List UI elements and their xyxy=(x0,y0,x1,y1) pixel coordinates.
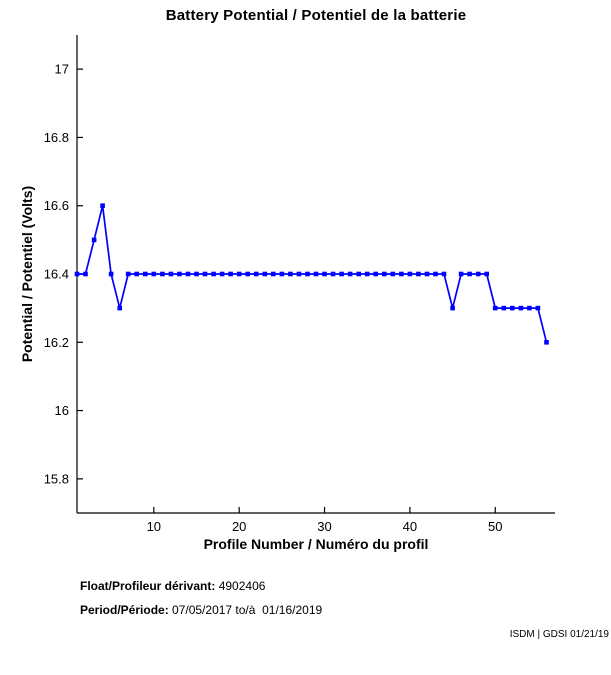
data-point xyxy=(441,271,447,277)
data-point xyxy=(492,305,498,311)
data-point xyxy=(125,271,131,277)
data-point xyxy=(271,271,276,277)
data-point xyxy=(501,305,507,311)
data-point xyxy=(339,271,344,277)
data-point xyxy=(177,271,182,277)
data-point xyxy=(390,271,396,277)
data-point xyxy=(458,271,464,277)
data-point xyxy=(108,271,114,277)
data-point xyxy=(356,271,361,277)
data-point xyxy=(467,271,472,277)
data-point xyxy=(305,271,310,277)
y-tick-label: 16.6 xyxy=(44,198,69,213)
period-label: Period/Période: xyxy=(80,603,169,617)
data-point xyxy=(253,271,259,277)
y-tick-label: 17 xyxy=(55,62,69,77)
x-axis-label: Profile Number / Numéro du profil xyxy=(203,536,429,552)
data-point xyxy=(416,271,421,277)
float-value: 4902406 xyxy=(218,579,266,593)
y-tick-label: 16.8 xyxy=(44,130,69,145)
data-point xyxy=(399,271,404,277)
data-point xyxy=(219,271,225,277)
y-tick-label: 16.4 xyxy=(44,267,69,282)
data-point xyxy=(296,271,302,277)
data-point xyxy=(510,305,515,311)
x-tick-label: 10 xyxy=(147,519,161,534)
data-point xyxy=(262,271,268,277)
data-point xyxy=(313,271,319,277)
data-point xyxy=(245,271,250,277)
x-tick-label: 20 xyxy=(232,519,246,534)
data-point xyxy=(475,271,481,277)
data-point xyxy=(484,271,489,277)
data-point xyxy=(211,271,216,277)
data-point xyxy=(194,271,199,277)
data-point xyxy=(322,271,327,277)
data-point xyxy=(83,271,88,277)
data-point xyxy=(544,340,549,345)
float-label: Float/Profileur dérivant: xyxy=(80,579,216,593)
data-point xyxy=(236,271,242,277)
data-point xyxy=(288,271,293,277)
data-point xyxy=(347,271,353,277)
data-point xyxy=(364,271,370,277)
y-tick-label: 15.8 xyxy=(44,471,69,486)
x-tick-label: 40 xyxy=(403,519,417,534)
data-point xyxy=(91,237,97,243)
data-point xyxy=(151,271,157,277)
y-tick-label: 16.2 xyxy=(44,335,69,350)
data-point xyxy=(433,271,438,277)
data-point xyxy=(450,305,455,311)
data-point xyxy=(228,271,233,277)
y-tick-label: 16 xyxy=(55,403,69,418)
data-point xyxy=(185,271,191,277)
data-point xyxy=(382,271,387,277)
data-point xyxy=(373,271,378,277)
data-point xyxy=(168,271,174,277)
chart-title: Battery Potential / Potentiel de la batt… xyxy=(165,7,467,24)
data-point xyxy=(202,271,208,277)
data-point xyxy=(279,271,285,277)
data-point xyxy=(134,271,139,277)
data-point xyxy=(424,271,430,277)
data-point xyxy=(160,271,165,277)
data-point xyxy=(143,271,148,277)
data-point xyxy=(330,271,336,277)
data-point xyxy=(527,305,532,311)
x-tick-label: 50 xyxy=(488,519,502,534)
data-point xyxy=(100,203,105,208)
data-point xyxy=(535,305,541,311)
period-info-line: Period/Période: 07/05/2017 to/à 01/16/20… xyxy=(80,603,322,617)
data-point xyxy=(117,305,122,311)
period-value: 07/05/2017 to/à 01/16/2019 xyxy=(172,603,323,617)
x-tick-label: 30 xyxy=(317,519,331,534)
data-point xyxy=(407,271,413,277)
data-point xyxy=(74,271,80,277)
data-point xyxy=(518,305,524,311)
float-info-line: Float/Profileur dérivant: 4902406 xyxy=(80,579,265,593)
watermark-text: ISDM | GDSI 01/21/19 xyxy=(509,629,609,640)
